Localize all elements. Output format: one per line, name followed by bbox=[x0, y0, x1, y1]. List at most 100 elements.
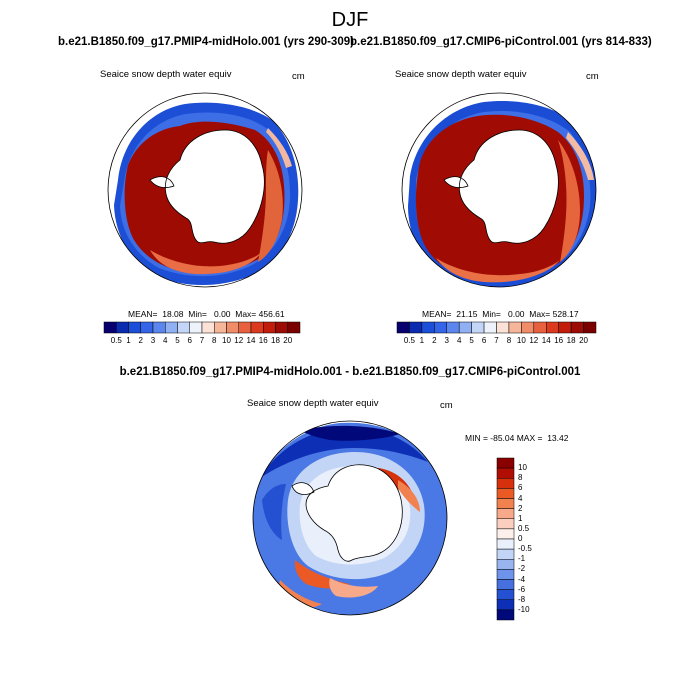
colorbar-vertical-swatch bbox=[496, 488, 515, 499]
colorbar-vertical-swatch bbox=[496, 559, 515, 570]
colorbar-vertical-swatch bbox=[496, 528, 515, 540]
colorbar-right-swatch bbox=[583, 321, 597, 334]
colorbar-left-tick-label: 1 bbox=[126, 336, 131, 345]
colorbar-left-swatch bbox=[201, 321, 215, 334]
difference-title: b.e21.B1850.f09_g17.PMIP4-midHolo.001 - … bbox=[119, 366, 581, 378]
stats-diff: MIN = -85.04 MAX = 13.42 bbox=[465, 433, 569, 443]
colorbar-left-swatch bbox=[238, 321, 252, 334]
colorbar-right-tick-label: 7 bbox=[494, 336, 499, 345]
colorbar-right-tick-label: 5 bbox=[469, 336, 474, 345]
colorbar-left-swatch bbox=[128, 321, 141, 334]
colorbar-right bbox=[396, 321, 597, 334]
colorbar-right-tick-label: 0.5 bbox=[403, 336, 415, 345]
colorbar-vertical-swatch bbox=[496, 538, 515, 550]
colorbar-left bbox=[103, 321, 301, 334]
colorbar-right-tick-label: 18 bbox=[566, 336, 576, 345]
colorbar-vertical-swatch bbox=[496, 609, 515, 621]
units-label-right: cm bbox=[586, 71, 599, 82]
colorbar-vertical-tick-label: 1 bbox=[518, 513, 523, 523]
stats-left: MEAN= 18.08 Min= 0.00 Max= 456.61 bbox=[128, 309, 285, 319]
colorbar-left-swatch bbox=[226, 321, 239, 334]
colorbar-right-swatch bbox=[570, 321, 584, 334]
colorbar-left-tick-label: 10 bbox=[222, 336, 231, 345]
colorbar-left-tick-label: 7 bbox=[199, 336, 205, 345]
antarctica-diff bbox=[291, 464, 403, 562]
colorbar-vertical-swatch bbox=[496, 579, 515, 590]
colorbar-right-tick-label: 16 bbox=[554, 336, 564, 345]
colorbar-right-swatch bbox=[421, 321, 435, 334]
colorbar-left-swatch bbox=[177, 321, 190, 334]
colorbar-right-swatch bbox=[409, 321, 423, 334]
colorbar-left-tick-label: 8 bbox=[212, 336, 217, 345]
main-title: DJF bbox=[331, 9, 369, 31]
colorbar-right-tick-label: 8 bbox=[506, 336, 512, 345]
colorbar-vertical-tick-label: 2 bbox=[518, 503, 523, 513]
colorbar-right-swatch bbox=[558, 321, 572, 334]
colorbar-left-tick-label: 18 bbox=[271, 336, 280, 345]
colorbar-right-tick-label: 3 bbox=[444, 336, 449, 345]
colorbar-vertical-tick-label: -1 bbox=[518, 554, 526, 564]
case-title-right: b.e21.B1850.f09_g17.CMIP6-piControl.001 … bbox=[350, 36, 652, 48]
colorbar-vertical-swatch bbox=[496, 508, 515, 519]
colorbar-vertical-swatch bbox=[496, 478, 515, 489]
colorbar-vertical-tick-label: 8 bbox=[518, 473, 523, 483]
colorbar-vertical-tick-label: 4 bbox=[518, 493, 523, 503]
colorbar-vertical-swatch bbox=[496, 457, 515, 469]
colorbar-right-tick-label: 10 bbox=[516, 336, 526, 345]
variable-label-left: Seaice snow depth water equiv bbox=[100, 69, 232, 80]
stats-right: MEAN= 21.15 Min= 0.00 Max= 528.17 bbox=[422, 309, 579, 319]
colorbar-right-swatch bbox=[434, 321, 447, 334]
colorbar-left-swatch bbox=[250, 321, 264, 334]
colorbar-vertical-tick-label: 6 bbox=[518, 483, 523, 493]
colorbar-right-swatch bbox=[508, 321, 522, 334]
colorbar-vertical-tick-label: -2 bbox=[518, 564, 526, 574]
colorbar-left-tick-label: 4 bbox=[163, 336, 168, 345]
colorbar-right-swatch bbox=[483, 321, 497, 334]
colorbar-vertical-swatch bbox=[496, 599, 515, 611]
variable-label-right: Seaice snow depth water equiv bbox=[395, 69, 527, 80]
colorbar-right-tick-label: 1 bbox=[419, 336, 425, 345]
colorbar-vertical-swatch bbox=[496, 467, 515, 479]
colorbar-right-swatch bbox=[458, 321, 472, 334]
colorbar-vertical-tick-label: 0.5 bbox=[518, 523, 530, 533]
colorbar-right-swatch bbox=[496, 321, 510, 334]
units-label-diff: cm bbox=[440, 400, 453, 411]
colorbar-right-tick-label: 14 bbox=[541, 336, 551, 345]
colorbar-right-swatch bbox=[521, 321, 535, 334]
colorbar-vertical-tick-label: -6 bbox=[518, 584, 526, 594]
colorbar-left-swatch bbox=[214, 321, 227, 334]
colorbar-right-swatch bbox=[546, 321, 559, 334]
colorbar-vertical-swatch bbox=[496, 569, 515, 580]
colorbar-left-swatch bbox=[103, 321, 117, 334]
colorbar-left-tick-label: 2 bbox=[138, 336, 143, 345]
colorbar-vertical-tick-label: -8 bbox=[518, 594, 526, 604]
colorbar-vertical-swatch bbox=[496, 548, 515, 560]
colorbar-right-swatch bbox=[396, 321, 410, 334]
colorbar-vertical-tick-label: -4 bbox=[518, 574, 526, 584]
colorbar-vertical-tick-label: -10 bbox=[518, 604, 530, 614]
units-label-left: cm bbox=[292, 71, 305, 82]
colorbar-vertical-tick-label: -0.5 bbox=[518, 544, 532, 554]
colorbar-right-tick-label: 20 bbox=[579, 336, 589, 345]
colorbar-vertical-tick-label: 10 bbox=[518, 463, 527, 473]
colorbar-left-tick-label: 0.5 bbox=[110, 336, 122, 345]
colorbar-left-swatch bbox=[275, 321, 288, 334]
colorbar-left-tick-label: 16 bbox=[258, 336, 268, 345]
colorbar-right-swatch bbox=[533, 321, 547, 334]
colorbar-left-tick-label: 20 bbox=[283, 336, 293, 345]
case-title-left: b.e21.B1850.f09_g17.PMIP4-midHolo.001 (y… bbox=[58, 36, 354, 48]
colorbar-left-swatch bbox=[152, 321, 166, 334]
colorbar-vertical-swatch bbox=[496, 518, 515, 530]
colorbar-left-swatch bbox=[287, 321, 301, 334]
colorbar-left-tick-label: 12 bbox=[234, 336, 244, 345]
antarctica-right bbox=[443, 129, 559, 244]
colorbar-left-tick-label: 5 bbox=[175, 336, 180, 345]
colorbar-left-swatch bbox=[165, 321, 178, 334]
variable-label-diff: Seaice snow depth water equiv bbox=[247, 398, 379, 409]
colorbar-vertical-swatch bbox=[496, 589, 515, 600]
colorbar-right-tick-label: 4 bbox=[456, 336, 462, 345]
colorbar-left-swatch bbox=[140, 321, 154, 334]
colorbar-right-swatch bbox=[471, 321, 485, 334]
map-difference bbox=[252, 420, 448, 616]
